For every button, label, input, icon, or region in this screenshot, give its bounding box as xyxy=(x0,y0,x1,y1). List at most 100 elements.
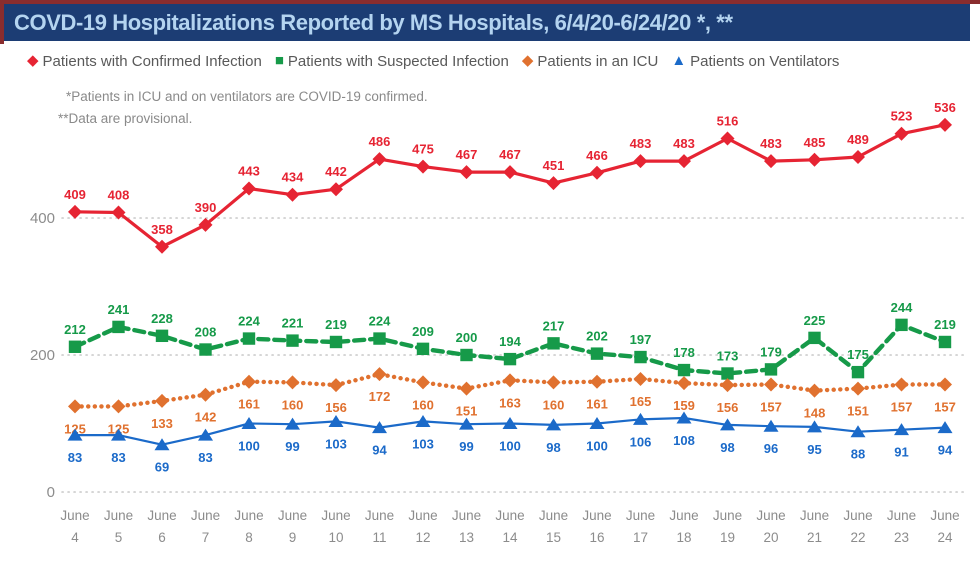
x-tick-day: 12 xyxy=(415,530,430,545)
x-tick-month: June xyxy=(756,508,785,523)
data-label: 160 xyxy=(543,397,565,412)
data-label: 489 xyxy=(847,132,869,147)
data-label: 100 xyxy=(499,439,521,454)
diamond-marker xyxy=(938,377,952,392)
data-label: 163 xyxy=(499,395,521,410)
x-tick-day: 16 xyxy=(589,530,604,545)
square-marker xyxy=(677,363,691,377)
diamond-marker xyxy=(546,176,561,191)
data-label: 466 xyxy=(586,148,608,163)
diamond-marker xyxy=(242,181,256,196)
triangle-marker xyxy=(415,414,431,427)
x-tick-day: 18 xyxy=(676,530,691,545)
triangle-marker xyxy=(198,428,213,441)
data-label: 157 xyxy=(891,399,913,414)
diamond-marker xyxy=(416,375,430,390)
triangle-marker xyxy=(633,412,648,425)
x-tick-day: 14 xyxy=(502,530,518,545)
data-label: 434 xyxy=(282,170,304,185)
square-marker xyxy=(286,334,299,347)
legend-label: Patients in an ICU xyxy=(537,53,659,70)
data-label: 98 xyxy=(546,440,560,455)
data-label: 94 xyxy=(372,443,387,458)
diamond-marker xyxy=(111,205,126,220)
data-label: 103 xyxy=(412,436,434,451)
diamond-marker xyxy=(242,374,256,389)
data-label: 483 xyxy=(630,136,652,151)
x-tick-day: 11 xyxy=(372,530,386,545)
x-tick-month: June xyxy=(495,508,524,523)
data-label: 219 xyxy=(325,317,347,332)
data-label: 221 xyxy=(282,316,304,331)
data-label: 94 xyxy=(938,443,953,458)
legend-item-patients-with-confirmed-infection: ◆ Patients with Confirmed Infection xyxy=(27,53,262,70)
data-label: 100 xyxy=(238,439,260,454)
data-label: 156 xyxy=(325,400,347,415)
diamond-marker xyxy=(503,165,517,180)
data-label: 225 xyxy=(804,313,826,328)
diamond-marker xyxy=(285,187,300,202)
series-patients-on-ventilators: 83 83 69 83 100 99 103 94 103 99 100 98 100 106 108 98 9… xyxy=(67,411,953,475)
data-label: 483 xyxy=(760,136,782,151)
x-tick-month: June xyxy=(365,508,394,523)
diamond-marker xyxy=(546,375,561,390)
x-tick-day: 8 xyxy=(245,530,253,545)
diamond-marker xyxy=(894,377,909,392)
data-label: 106 xyxy=(630,434,652,449)
x-tick-day: 17 xyxy=(633,530,648,545)
x-tick-month: June xyxy=(408,508,437,523)
triangle-marker xyxy=(763,419,779,432)
data-label: 83 xyxy=(68,450,82,465)
data-label: 95 xyxy=(807,442,821,457)
data-label: 108 xyxy=(673,433,695,448)
data-label: 161 xyxy=(238,397,260,412)
data-label: 172 xyxy=(369,389,391,404)
x-tick-month: June xyxy=(887,508,916,523)
data-label: 408 xyxy=(108,188,130,203)
diamond-marker xyxy=(416,159,430,174)
data-label: 88 xyxy=(851,447,865,462)
diamond-marker-icon: ◆ xyxy=(521,52,534,69)
diamond-marker xyxy=(807,383,822,398)
y-tick-label: 200 xyxy=(30,347,55,364)
data-label: 91 xyxy=(894,445,908,460)
diamond-marker xyxy=(633,154,648,169)
x-tick-day: 21 xyxy=(807,530,822,545)
data-label: 536 xyxy=(934,100,956,115)
data-label: 358 xyxy=(151,222,173,237)
data-label: 523 xyxy=(891,109,913,124)
diamond-marker xyxy=(503,373,517,388)
series-patients-in-an-icu: 1251251331421611601561721601511631601611… xyxy=(64,367,956,436)
data-label: 390 xyxy=(195,200,217,215)
square-marker-icon: ■ xyxy=(274,52,284,69)
x-tick-day: 9 xyxy=(289,530,297,545)
diamond-marker xyxy=(329,378,343,393)
diamond-marker xyxy=(720,378,735,393)
diamond-marker xyxy=(720,131,735,146)
diamond-marker xyxy=(372,152,387,167)
triangle-marker xyxy=(372,421,387,434)
diamond-marker xyxy=(68,399,82,414)
diamond-marker xyxy=(894,126,909,141)
x-tick-month: June xyxy=(147,508,176,523)
x-tick-month: June xyxy=(234,508,263,523)
data-label: 451 xyxy=(543,158,565,173)
footnotes: *Patients in ICU and on ventilators are … xyxy=(58,86,428,130)
series-patients-with-confirmed-infection: 409 408 358 390 443 434 442 486 475 467 467 451 466 4… xyxy=(64,100,956,254)
data-label: 173 xyxy=(717,348,739,363)
x-tick-month: June xyxy=(191,508,220,523)
square-marker xyxy=(851,365,865,379)
data-label: 160 xyxy=(282,397,304,412)
data-label: 467 xyxy=(499,147,521,162)
data-label: 83 xyxy=(198,450,212,465)
triangle-marker xyxy=(285,417,300,430)
diamond-marker xyxy=(764,377,778,392)
data-label: 99 xyxy=(285,439,299,454)
data-label: 197 xyxy=(630,332,652,347)
series-line xyxy=(72,322,948,376)
data-label: 160 xyxy=(412,397,434,412)
data-label: 99 xyxy=(459,439,473,454)
data-label: 516 xyxy=(717,114,739,129)
data-label: 142 xyxy=(195,410,217,425)
diamond-marker xyxy=(155,239,169,254)
